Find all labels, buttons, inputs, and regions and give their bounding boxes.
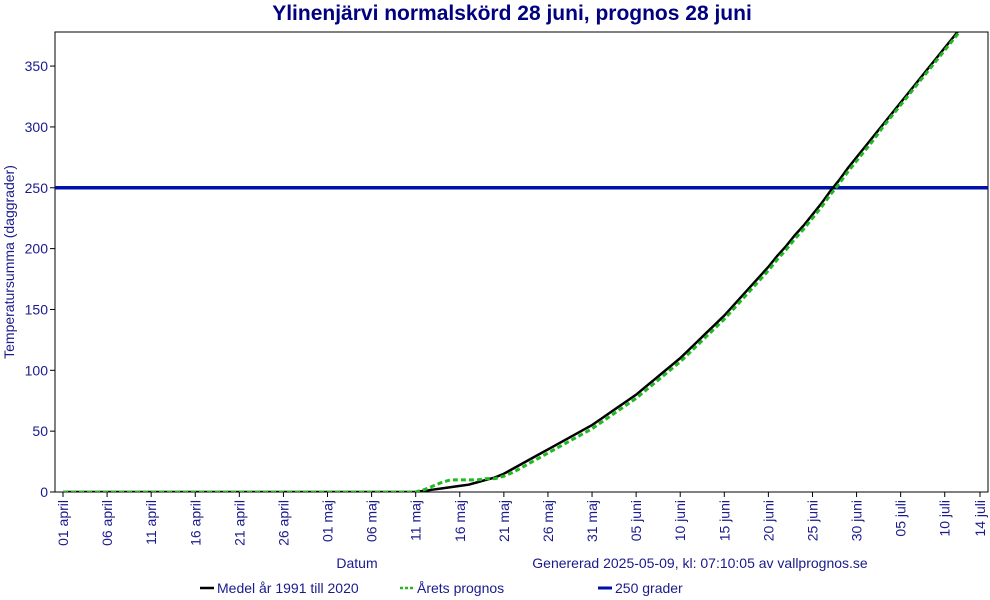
x-tick-label: 14 juli <box>972 500 988 537</box>
plot-area <box>55 32 988 492</box>
y-tick-label: 150 <box>25 301 49 317</box>
x-tick-label: 26 maj <box>540 500 556 542</box>
legend-label: Årets prognos <box>417 580 504 596</box>
y-axis-label: Temperatursumma (daggrader) <box>1 165 17 359</box>
x-tick-label: 06 maj <box>364 500 380 542</box>
y-tick-label: 100 <box>25 362 49 378</box>
x-tick-label: 10 juli <box>937 500 953 537</box>
series-line <box>63 32 962 492</box>
x-tick-label: 01 april <box>55 500 71 546</box>
series-line <box>63 32 960 492</box>
note: Genererad 2025-05-09, kl: 07:10:05 av va… <box>532 555 868 571</box>
x-tick-label: 16 maj <box>452 500 468 542</box>
x-tick-label: 25 juni <box>804 500 820 541</box>
x-tick-label: 11 maj <box>408 500 424 541</box>
y-tick-label: 300 <box>25 119 49 135</box>
x-tick-label: 31 maj <box>584 500 600 542</box>
x-tick-label: 06 april <box>99 500 115 546</box>
legend-label: Medel år 1991 till 2020 <box>217 580 359 596</box>
x-tick-label: 16 april <box>187 500 203 546</box>
x-tick-label: 10 juni <box>672 500 688 541</box>
plot-frame <box>54 31 989 493</box>
x-tick-label: 30 juni <box>849 500 865 541</box>
y-tick-label: 0 <box>40 484 48 500</box>
y-tick-label: 200 <box>25 241 49 257</box>
x-tick-label: 05 juni <box>628 500 644 541</box>
chart-title: Ylinenjärvi normalskörd 28 juni, prognos… <box>272 2 752 25</box>
x-tick-label: 15 juni <box>716 500 732 541</box>
y-tick-label: 350 <box>25 58 49 74</box>
y-tick-label: 50 <box>32 423 48 439</box>
legend-label: 250 grader <box>615 580 683 596</box>
x-tick-label: 26 april <box>275 500 291 546</box>
x-tick-label: 05 juli <box>893 500 909 537</box>
x-tick-label: 21 april <box>231 500 247 546</box>
x-tick-label: 21 maj <box>496 500 512 542</box>
x-tick-label: 11 april <box>143 500 159 545</box>
x-axis-label: Datum <box>336 555 377 571</box>
x-tick-label: 20 juni <box>760 500 776 541</box>
x-tick-label: 01 maj <box>320 500 336 542</box>
y-tick-label: 250 <box>25 180 49 196</box>
